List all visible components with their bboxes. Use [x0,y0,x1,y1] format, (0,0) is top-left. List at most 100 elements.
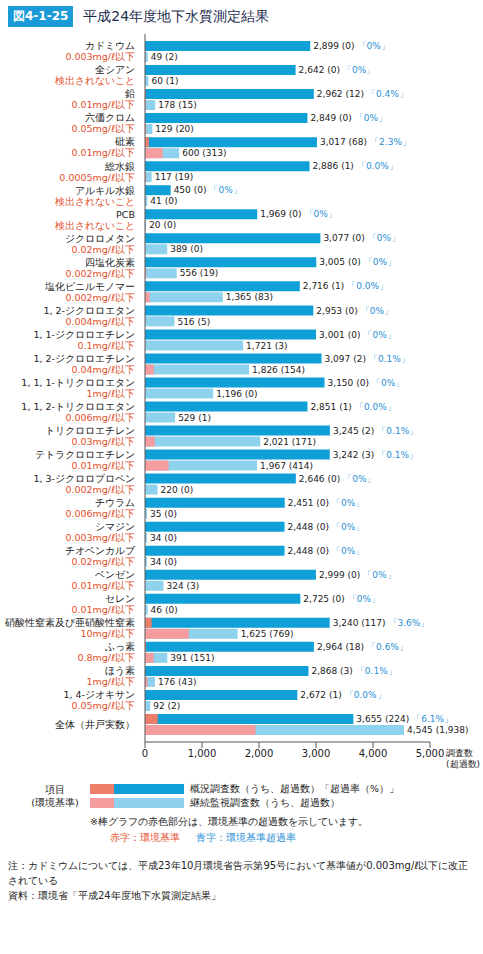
svg-text:556 (19): 556 (19) [180,268,219,278]
svg-text:117 (19): 117 (19) [155,172,194,182]
svg-text:2,725 (0)「0%」: 2,725 (0)「0%」 [303,594,380,604]
svg-text:2,646 (0)「0%」: 2,646 (0)「0%」 [299,474,376,484]
svg-text:ジクロロメタン: ジクロロメタン [65,233,135,244]
svg-text:450 (0)「0%」: 450 (0)「0%」 [174,185,242,195]
svg-text:2,448 (0)「0%」: 2,448 (0)「0%」 [288,546,365,556]
svg-text:4,545 (1,938): 4,545 (1,938) [407,725,468,735]
svg-text:324 (3): 324 (3) [166,581,199,591]
svg-text:220 (0): 220 (0) [161,485,194,495]
svg-text:0.05mg/ℓ以下: 0.05mg/ℓ以下 [71,700,135,711]
svg-text:0.02mg/ℓ以下: 0.02mg/ℓ以下 [71,556,135,567]
svg-text:鉛: 鉛 [125,88,135,99]
svg-text:全シアン: 全シアン [95,64,135,75]
svg-text:砒素: 砒素 [114,136,135,147]
svg-text:1, 1, 1-トリクロロエタン: 1, 1, 1-トリクロロエタン [21,377,135,388]
svg-text:49 (2): 49 (2) [151,52,178,62]
svg-text:カドミウム: カドミウム [85,40,135,51]
svg-text:20 (0): 20 (0) [149,220,176,230]
svg-text:チウラム: チウラム [95,497,135,508]
svg-text:検出されないこと: 検出されないこと [55,196,135,207]
svg-text:0.05mg/ℓ以下: 0.05mg/ℓ以下 [71,123,135,134]
svg-text:2,448 (0)「0%」: 2,448 (0)「0%」 [288,522,365,532]
svg-text:0.01mg/ℓ以下: 0.01mg/ℓ以下 [71,460,135,471]
svg-text:176 (43): 176 (43) [158,677,197,687]
svg-text:1, 4-ジオキサン: 1, 4-ジオキサン [63,689,135,700]
svg-text:0.002mg/ℓ以下: 0.002mg/ℓ以下 [65,484,135,495]
svg-text:0.1mg/ℓ以下: 0.1mg/ℓ以下 [77,340,135,351]
svg-text:1,826 (154): 1,826 (154) [252,365,305,375]
svg-text:1,969 (0)「0%」: 1,969 (0)「0%」 [260,209,337,219]
svg-text:検出されないこと: 検出されないこと [55,75,135,86]
svg-text:2,642 (0)「0%」: 2,642 (0)「0%」 [299,65,376,75]
svg-text:テトラクロロエチレン: テトラクロロエチレン [35,449,135,460]
svg-text:0.002mg/ℓ以下: 0.002mg/ℓ以下 [65,268,135,279]
svg-text:トリクロロエチレン: トリクロロエチレン [45,425,135,436]
svg-text:塩化ビニルモノマー: 塩化ビニルモノマー [44,281,135,292]
svg-text:1, 1-ジクロロエチレン: 1, 1-ジクロロエチレン [33,329,135,340]
svg-text:0.006mg/ℓ以下: 0.006mg/ℓ以下 [65,412,135,423]
svg-text:1,365 (83): 1,365 (83) [226,292,273,302]
svg-text:0.04mg/ℓ以下: 0.04mg/ℓ以下 [71,364,135,375]
svg-text:1,967 (414): 1,967 (414) [260,461,313,471]
svg-text:10mg/ℓ以下: 10mg/ℓ以下 [81,628,136,639]
svg-text:3,150 (0)「0%」: 3,150 (0)「0%」 [328,378,405,388]
svg-text:1,721 (3): 1,721 (3) [246,341,287,351]
svg-text:0.004mg/ℓ以下: 0.004mg/ℓ以下 [65,316,135,327]
svg-text:0.02mg/ℓ以下: 0.02mg/ℓ以下 [71,244,135,255]
svg-text:0.01mg/ℓ以下: 0.01mg/ℓ以下 [71,99,135,110]
svg-text:2,672 (1)「0.0%」: 2,672 (1)「0.0%」 [300,690,385,700]
svg-text:1mg/ℓ以下: 1mg/ℓ以下 [87,676,135,687]
svg-text:0.006mg/ℓ以下: 0.006mg/ℓ以下 [65,508,135,519]
svg-text:2,849 (0)「0%」: 2,849 (0)「0%」 [310,113,387,123]
svg-text:34 (0): 34 (0) [150,533,177,543]
svg-text:ふっ素: ふっ素 [104,641,135,652]
svg-text:2,851 (1)「0.0%」: 2,851 (1)「0.0%」 [311,402,396,412]
svg-text:5,000: 5,000 [416,748,445,759]
svg-text:1,625 (769): 1,625 (769) [241,629,294,639]
svg-text:0: 0 [142,748,148,759]
svg-text:1, 2-ジクロロエチレン: 1, 2-ジクロロエチレン [33,353,135,364]
svg-text:チオベンカルブ: チオベンカルブ [65,545,136,556]
svg-text:0.01mg/ℓ以下: 0.01mg/ℓ以下 [71,147,135,158]
svg-text:3,240 (117)「3.6%」: 3,240 (117)「3.6%」 [333,618,430,628]
svg-text:3,242 (3)「0.1%」: 3,242 (3)「0.1%」 [333,450,418,460]
svg-text:178 (15): 178 (15) [158,100,197,110]
svg-text:2,868 (3)「0.1%」: 2,868 (3)「0.1%」 [311,666,396,676]
svg-text:四塩化炭素: 四塩化炭素 [85,257,135,268]
svg-text:セレン: セレン [105,593,135,604]
svg-text:389 (0): 389 (0) [170,244,203,254]
svg-text:46 (0): 46 (0) [151,605,178,615]
svg-text:34 (0): 34 (0) [150,557,177,567]
svg-text:PCB: PCB [116,209,135,220]
svg-text:0.8mg/ℓ以下: 0.8mg/ℓ以下 [77,652,135,663]
svg-text:シマジン: シマジン [95,521,135,532]
svg-text:3,097 (2)「0.1%」: 3,097 (2)「0.1%」 [325,354,410,364]
svg-text:60 (1): 60 (1) [151,76,178,86]
svg-text:3,017 (68)「2.3%」: 3,017 (68)「2.3%」 [320,137,411,147]
svg-text:2,999 (0)「0%」: 2,999 (0)「0%」 [319,570,396,580]
svg-text:1, 2-ジクロロエタン: 1, 2-ジクロロエタン [43,305,135,316]
svg-text:1,196 (0): 1,196 (0) [216,389,257,399]
svg-text:0.03mg/ℓ以下: 0.03mg/ℓ以下 [71,436,135,447]
svg-text:516 (5): 516 (5) [177,317,210,327]
svg-text:0.0005mg/ℓ以下: 0.0005mg/ℓ以下 [59,172,135,183]
svg-text:3,005 (0)「0%」: 3,005 (0)「0%」 [319,257,396,267]
svg-text:全体（井戸実数）: 全体（井戸実数） [55,719,135,730]
svg-text:3,077 (0)「0%」: 3,077 (0)「0%」 [323,233,400,243]
svg-text:2,716 (1)「0.0%」: 2,716 (1)「0.0%」 [303,281,388,291]
svg-text:0.003mg/ℓ以下: 0.003mg/ℓ以下 [65,51,135,62]
svg-text:総水銀: 総水銀 [104,161,135,172]
svg-text:2,000: 2,000 [245,748,274,759]
svg-text:0.01mg/ℓ以下: 0.01mg/ℓ以下 [71,604,135,615]
svg-text:2,962 (12)「0.4%」: 2,962 (12)「0.4%」 [317,89,408,99]
svg-text:3,245 (2)「0.1%」: 3,245 (2)「0.1%」 [333,426,418,436]
svg-text:2,953 (0)「0%」: 2,953 (0)「0%」 [316,306,393,316]
svg-text:2,886 (1)「0.0%」: 2,886 (1)「0.0%」 [313,161,398,171]
svg-text:1mg/ℓ以下: 1mg/ℓ以下 [87,388,135,399]
svg-text:検出されないこと: 検出されないこと [55,220,135,231]
svg-text:0.003mg/ℓ以下: 0.003mg/ℓ以下 [65,532,135,543]
svg-text:硝酸性窒素及び亜硝酸性窒素: 硝酸性窒素及び亜硝酸性窒素 [8,617,135,628]
svg-text:0.002mg/ℓ以下: 0.002mg/ℓ以下 [65,292,135,303]
svg-text:129 (20): 129 (20) [155,124,194,134]
svg-text:3,655 (224)「6.1%」: 3,655 (224)「6.1%」 [356,714,453,724]
